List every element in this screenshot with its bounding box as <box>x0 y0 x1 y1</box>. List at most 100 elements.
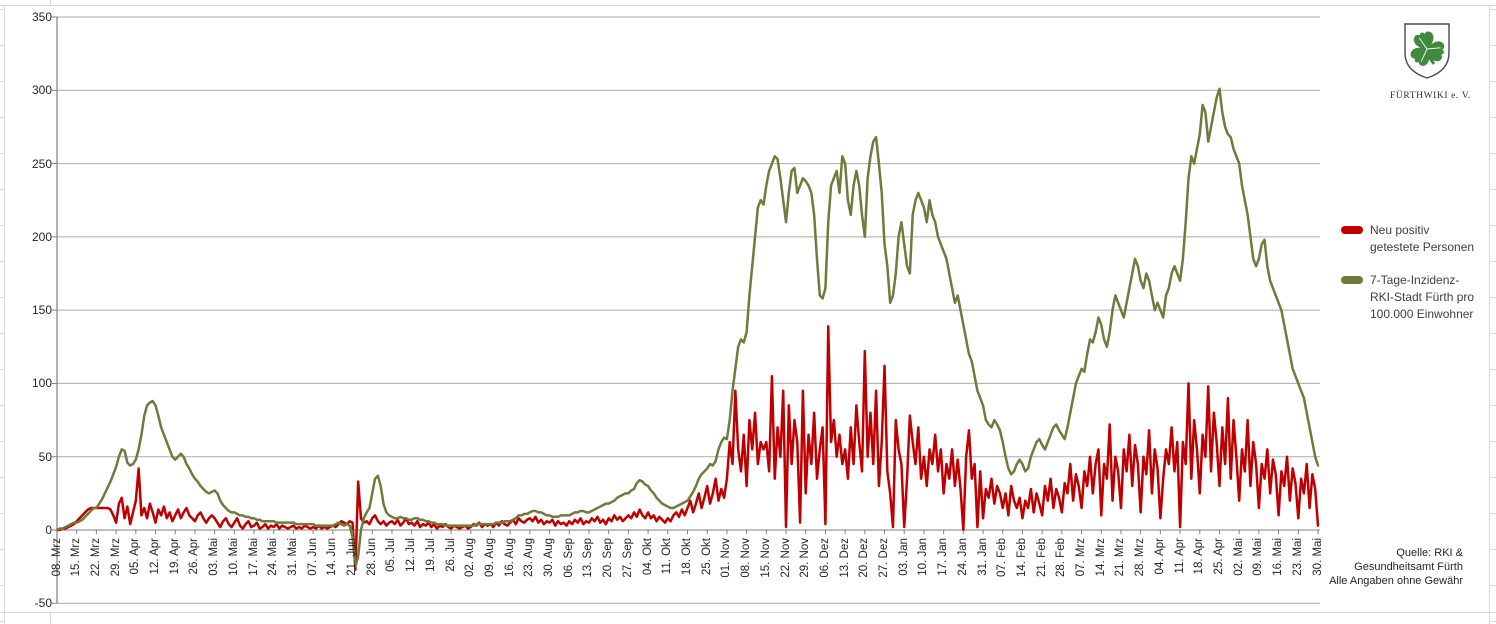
x-axis-tick-label: 17. Mai <box>247 538 260 576</box>
spreadsheet-gridline <box>0 513 4 514</box>
x-axis-tick-label: 28. Mrz <box>1134 538 1147 577</box>
x-axis-tick-label: 05. Apr <box>129 538 142 575</box>
x-axis-tick-label: 07. Feb <box>996 538 1009 577</box>
spreadsheet-gridline <box>1490 585 1496 586</box>
legend-swatch-red <box>1341 226 1363 234</box>
spreadsheet-gridline <box>0 405 4 406</box>
x-axis-tick-label: 13. Dez <box>838 538 851 578</box>
spreadsheet-gridline <box>1490 9 1496 10</box>
series-line-incidence <box>55 87 1320 568</box>
spreadsheet-gridline <box>0 117 4 118</box>
x-axis-tick-label: 10. Mai <box>227 538 240 576</box>
spreadsheet-gridline <box>0 225 4 226</box>
x-axis-tick-label: 07. Mrz <box>1075 538 1088 577</box>
x-axis-tick-label: 23. Aug <box>523 538 536 578</box>
x-axis-tick-label: 15. Mrz <box>70 538 83 577</box>
clover-shield-icon <box>1404 23 1450 79</box>
spreadsheet-gridline <box>0 333 4 334</box>
spreadsheet-gridline <box>4 5 5 624</box>
x-axis-tick-label: 03. Jan <box>897 538 910 576</box>
x-axis-tick-label: 19. Jul <box>424 538 437 572</box>
legend-label-incidence: 7-Tage-Inzidenz- RKI-Stadt Fürth pro 100… <box>1370 273 1475 322</box>
spreadsheet-gridline <box>0 297 4 298</box>
x-axis-tick-label: 16. Aug <box>503 538 516 578</box>
spreadsheet-gridline <box>0 261 4 262</box>
x-axis-tick-label: 11. Apr <box>1173 538 1186 574</box>
x-axis-tick-label: 14. Jun <box>326 538 339 576</box>
x-axis-tick-label: 02. Mai <box>1232 538 1245 576</box>
spreadsheet-gridline <box>0 5 1496 6</box>
spreadsheet-gridline <box>0 549 4 550</box>
spreadsheet-gridline <box>1490 621 1496 622</box>
y-axis-tick-label: -50 <box>34 596 52 611</box>
spreadsheet-gridline <box>50 0 51 5</box>
x-axis-tick-label: 25. Okt <box>700 538 713 576</box>
x-axis-tick-label: 14. Mrz <box>1094 538 1107 577</box>
x-axis-tick-label: 05. Jul <box>385 538 398 572</box>
x-axis-tick-label: 28. Jun <box>365 538 378 576</box>
x-axis-tick-label: 21. Feb <box>1035 538 1048 577</box>
x-axis-tick-label: 09. Aug <box>483 538 496 578</box>
x-axis-tick-label: 11. Okt <box>661 538 674 575</box>
spreadsheet-gridline <box>0 612 1496 613</box>
spreadsheet-gridline <box>0 585 4 586</box>
spreadsheet-gridline <box>50 613 51 624</box>
spreadsheet-gridline <box>0 441 4 442</box>
x-axis-tick-label: 07. Jun <box>306 538 319 576</box>
fuerthwiki-logo: FÜRTHWIKI e. V. <box>1390 22 1471 101</box>
legend-entry-incidence[interactable]: 7-Tage-Inzidenz- RKI-Stadt Fürth pro 100… <box>1341 272 1489 323</box>
legend-swatch-green <box>1341 276 1363 285</box>
spreadsheet-gridline <box>0 81 4 82</box>
x-axis-tick-label: 26. Jul <box>444 538 457 572</box>
spreadsheet-gridline <box>1490 405 1496 406</box>
spreadsheet-gridline <box>1490 369 1496 370</box>
x-axis-tick-label: 04. Okt <box>641 538 654 576</box>
x-axis-tick-label: 29. Mrz <box>109 538 122 577</box>
y-axis-tick-label: 250 <box>31 156 52 171</box>
x-axis-tick-label: 25. Apr <box>1212 538 1225 575</box>
legend-entry-new-positives[interactable]: Neu positiv getestete Personen <box>1341 222 1489 256</box>
spreadsheet-gridline <box>1490 45 1496 46</box>
x-axis-tick-label: 27. Sep <box>621 538 634 578</box>
spreadsheet-gridline <box>1490 549 1496 550</box>
spreadsheet-gridline <box>1489 5 1490 624</box>
legend-label-new-positives: Neu positiv getestete Personen <box>1370 223 1475 255</box>
spreadsheet-gridline <box>1490 117 1496 118</box>
y-axis-tick-label: 350 <box>31 10 52 24</box>
x-axis-tick-label: 01. Nov <box>720 538 733 578</box>
x-axis-tick-label: 27. Dez <box>878 538 891 578</box>
x-axis-tick-label: 10. Jan <box>917 538 930 576</box>
x-axis-tick-label: 08. Nov <box>740 538 753 578</box>
spreadsheet-gridline <box>1490 333 1496 334</box>
y-axis-tick-label: 0 <box>45 523 52 537</box>
x-axis-tick-label: 18. Apr <box>1193 538 1206 575</box>
y-axis-tick-label: 200 <box>31 229 52 244</box>
x-axis-tick-label: 17. Jan <box>937 538 950 576</box>
spreadsheet-gridline <box>1490 153 1496 154</box>
x-axis-tick-label: 12. Apr <box>149 538 162 575</box>
series-line-new-positives <box>55 325 1320 571</box>
spreadsheet-gridline <box>1490 189 1496 190</box>
x-axis-tick-label: 22. Mrz <box>89 538 102 577</box>
spreadsheet-gridline <box>1490 441 1496 442</box>
x-axis-tick-label: 19. Apr <box>168 538 181 575</box>
x-axis-tick-label: 14. Feb <box>1015 538 1028 577</box>
logo-caption: FÜRTHWIKI e. V. <box>1390 91 1471 101</box>
y-axis-tick-label: 150 <box>31 303 52 318</box>
spreadsheet-gridline <box>1490 225 1496 226</box>
x-axis-tick-label: 13. Sep <box>582 538 595 578</box>
spreadsheet-gridline <box>1490 297 1496 298</box>
x-axis-tick-label: 24. Jan <box>956 538 969 576</box>
x-axis-tick-label: 21. Jun <box>346 538 359 576</box>
x-axis-tick-label: 24. Mai <box>267 538 280 576</box>
x-axis-tick-label: 18. Okt <box>681 538 693 576</box>
spreadsheet-gridline <box>0 9 4 10</box>
spreadsheet-gridline <box>0 477 4 478</box>
x-axis-tick-label: 26. Apr <box>188 538 201 575</box>
x-axis-tick-label: 29. Nov <box>799 538 812 578</box>
x-axis-tick-label: 21. Mrz <box>1114 538 1127 577</box>
spreadsheet-gridline <box>1490 81 1496 82</box>
y-axis-tick-label: 100 <box>31 376 52 391</box>
x-axis-tick-label: 12. Jul <box>405 538 418 572</box>
